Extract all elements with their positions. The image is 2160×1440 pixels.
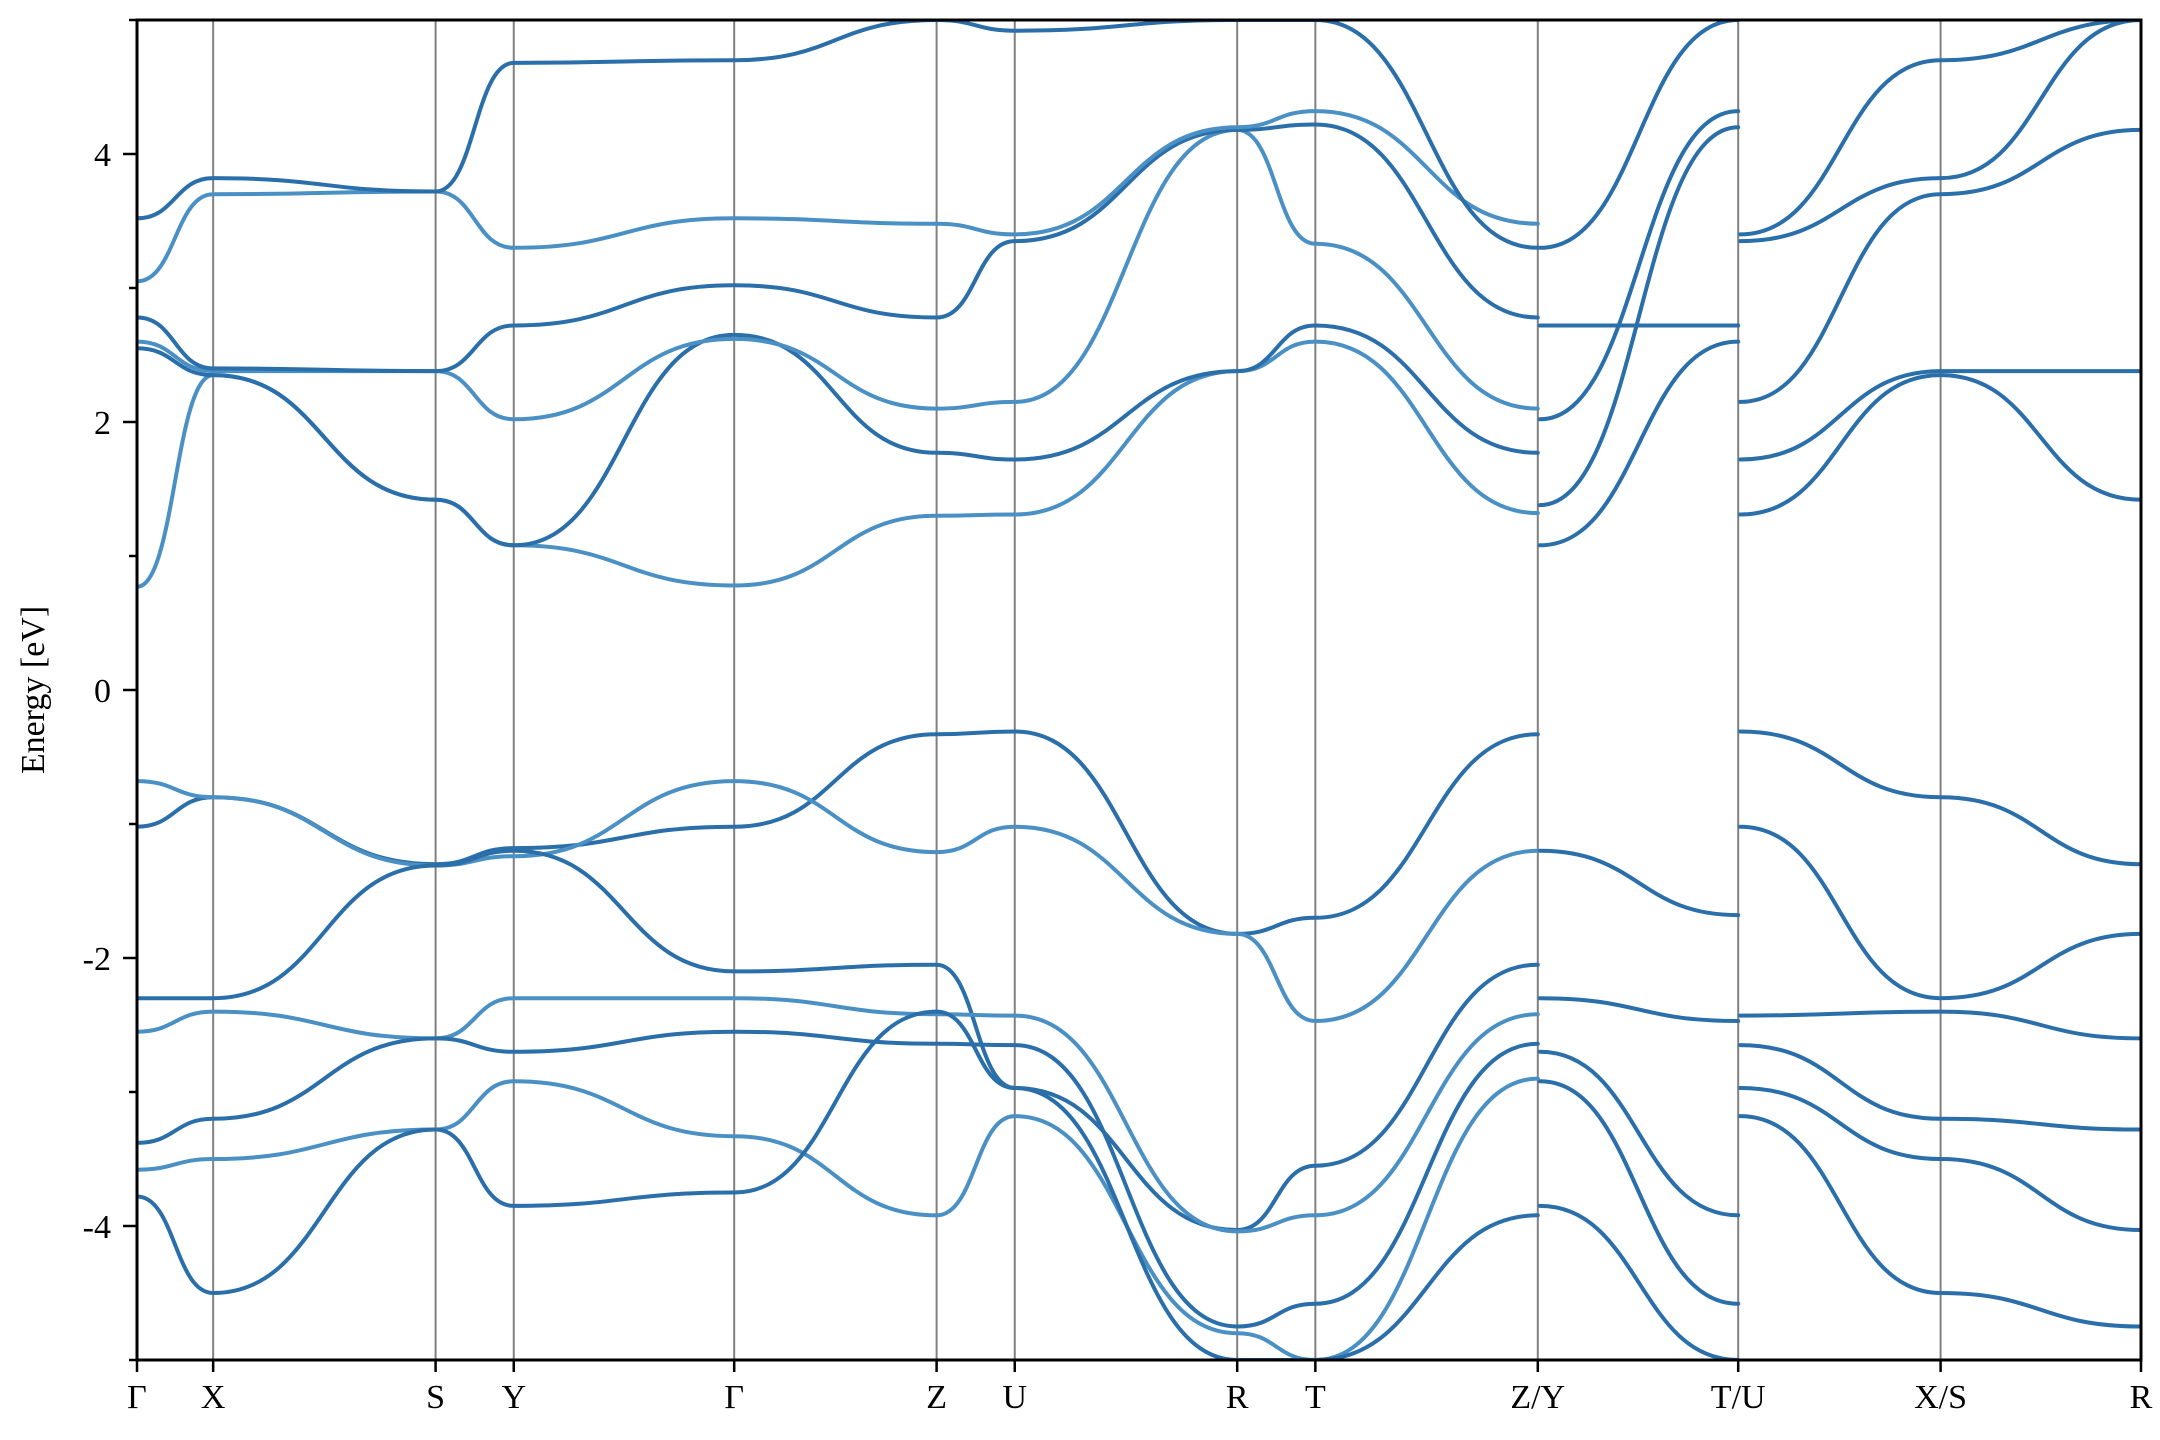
x-tick-label: X [201, 1379, 226, 1416]
band-line [137, 1009, 1540, 1360]
x-tick-label: R [2130, 1379, 2153, 1416]
band-line [1537, 109, 1741, 422]
y-tick-label: 0 [94, 673, 111, 710]
x-tick-label: T/U [1711, 1379, 1766, 1416]
band-line [1738, 1009, 2141, 1041]
band-line [1537, 1203, 1741, 1360]
x-tick-label: Z [926, 1379, 947, 1416]
band-line [137, 127, 1540, 422]
band-line [1537, 125, 1741, 508]
band-line [1537, 20, 1741, 250]
band-line [137, 996, 1540, 1234]
band-line [1537, 1079, 1741, 1306]
x-tick-label: T [1305, 1379, 1326, 1416]
band-line [1738, 824, 2141, 1001]
y-axis-label: Energy [eV] [15, 606, 52, 774]
band-line [1738, 20, 2141, 237]
band-line [1537, 848, 1741, 918]
x-tick-label: Γ [724, 1379, 744, 1416]
band-line [1738, 127, 2141, 404]
x-tick-label: Y [501, 1379, 526, 1416]
y-tick-label: -4 [83, 1209, 111, 1246]
band-line [137, 1029, 1540, 1329]
x-axis-ticks: Γ X S Y Γ Z U R T Z/Y T/U X/S R [127, 1360, 2153, 1416]
band-line [137, 20, 1540, 250]
high-symmetry-divider-lines [212, 20, 1942, 1360]
band-line [1738, 369, 2141, 462]
band-line [137, 1076, 1540, 1360]
band-line [1537, 996, 1741, 1023]
y-tick-label: 4 [94, 137, 111, 174]
x-tick-label: R [1226, 1379, 1249, 1416]
x-tick-label: Γ [127, 1379, 147, 1416]
band-line [137, 122, 1540, 374]
x-tick-label: X/S [1914, 1379, 1967, 1416]
band-line [1738, 373, 2141, 517]
band-line [1537, 339, 1741, 548]
plot-frame [135, 18, 2143, 1362]
band-line [137, 323, 1540, 548]
band-line [1738, 729, 2141, 867]
x-tick-label: U [1002, 1379, 1027, 1416]
band-line [1738, 1086, 2141, 1232]
x-tick-label: S [426, 1379, 445, 1416]
band-line [1537, 1049, 1741, 1218]
y-axis-ticks: -4 -2 0 2 4 [83, 18, 137, 1362]
band-line [1738, 20, 2141, 244]
band-line [137, 779, 1540, 1023]
band-line [137, 848, 1540, 1232]
band-line [137, 109, 1540, 284]
y-tick-label: -2 [83, 941, 111, 978]
band-line [1738, 1043, 2141, 1132]
y-tick-label: 2 [94, 405, 111, 442]
band-lines [137, 20, 2141, 1360]
x-tick-label: Z/Y [1510, 1379, 1565, 1416]
band-line [1738, 1114, 2141, 1329]
